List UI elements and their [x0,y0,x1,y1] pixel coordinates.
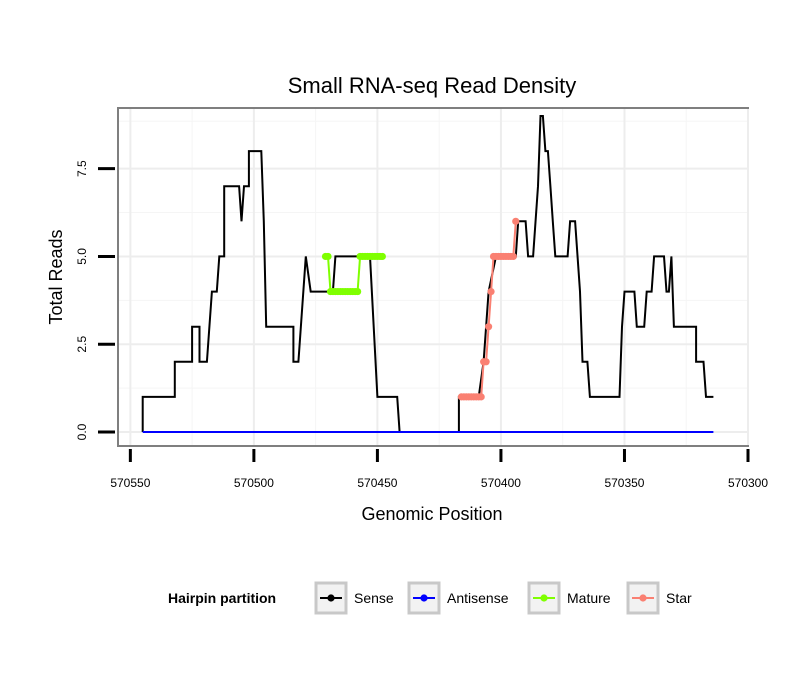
y-tick-label: 2.5 [75,336,89,353]
star-point [484,323,493,331]
legend-key-point [327,594,335,602]
mature-point [354,287,362,296]
legend-title: Hairpin partition [168,590,276,606]
legend-label: Mature [567,590,611,606]
star-point [512,217,520,225]
star-point [509,252,517,261]
star-point [477,393,485,401]
y-axis-title: Total Reads [46,229,66,324]
x-tick-label: 570550 [110,476,150,490]
legend-key-point [540,594,548,602]
y-tick-label: 5.0 [75,248,89,265]
x-tick-label: 570450 [357,476,397,490]
axes: 570550 570500 570450 570400 570350 570300 0.0 2… [75,160,768,490]
x-tick-label: 570300 [728,476,768,490]
mature-point [378,252,386,261]
legend: Hairpin partition Sense Antisense Mature St… [168,581,692,615]
legend-key-point [420,594,428,602]
star-point [487,287,495,296]
y-tick-label: 0.0 [75,423,89,440]
legend-items: Sense Antisense Mature Star [314,581,692,615]
mature-point [324,252,332,261]
legend-item-antisense: Antisense [407,581,509,615]
star-point [482,358,490,366]
legend-item-mature: Mature [527,581,611,615]
data-series [141,115,714,433]
chart-title: Small RNA-seq Read Density [288,73,577,98]
legend-item-star: Star [626,581,692,615]
x-tick-label: 570400 [481,476,521,490]
x-tick-label: 570350 [604,476,644,490]
plot-panel [117,107,749,447]
legend-label: Antisense [447,590,509,606]
legend-label: Sense [354,590,394,606]
legend-key-point [639,594,647,602]
legend-label: Star [666,590,692,606]
x-axis-title: Genomic Position [361,504,502,524]
x-tick-label: 570500 [234,476,274,490]
y-tick-label: 7.5 [75,160,89,177]
legend-item-sense: Sense [314,581,394,615]
grid-lines [119,109,749,445]
